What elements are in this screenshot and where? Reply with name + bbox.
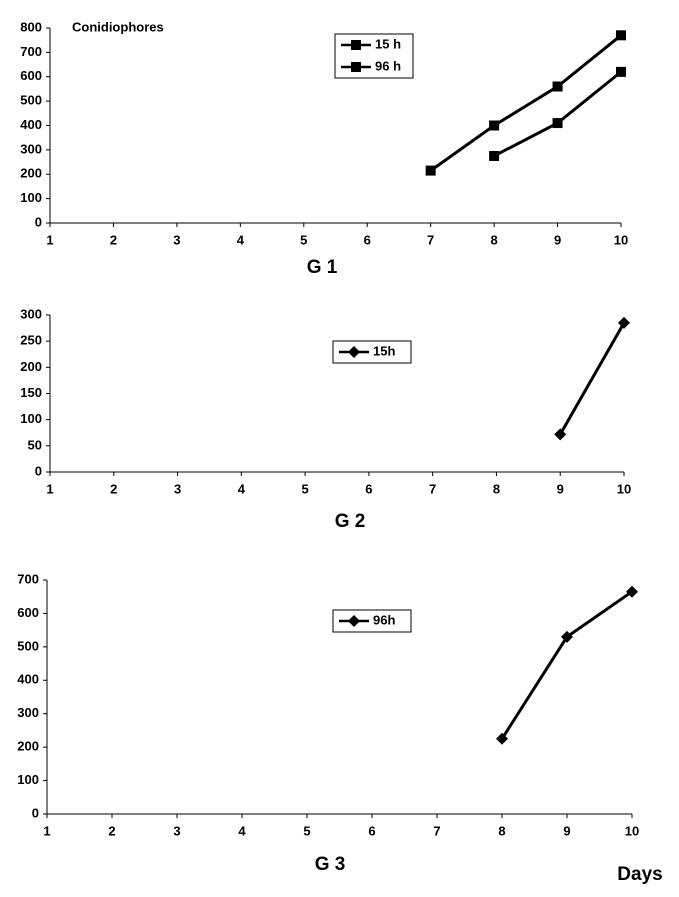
y-tick-label: 300	[20, 141, 42, 156]
marker	[618, 316, 630, 329]
marker	[348, 615, 360, 627]
x-axis-label: G 3	[315, 854, 346, 875]
x-tick-label: 3	[173, 823, 180, 838]
marker	[552, 81, 563, 92]
marker	[561, 630, 573, 643]
x-tick-label: 10	[617, 481, 631, 496]
x-tick-label: 6	[365, 481, 372, 496]
y-tick-label: 500	[20, 93, 42, 108]
y-tick-label: 200	[17, 739, 39, 754]
marker	[489, 120, 500, 131]
x-tick-label: 4	[238, 823, 246, 838]
y-tick-label: 600	[17, 605, 39, 620]
x-tick-label: 9	[563, 823, 570, 838]
y-tick-label: 200	[20, 166, 42, 181]
y-tick-label: 500	[17, 638, 39, 653]
x-tick-label: 9	[557, 481, 564, 496]
series-line	[500, 590, 633, 740]
x-tick-label: 8	[493, 481, 500, 496]
marker	[351, 40, 361, 50]
y-tick-label: 0	[35, 214, 42, 229]
y-tick-label: 700	[20, 44, 42, 59]
chart-title: Conidiophores	[72, 19, 164, 34]
legend-label: 96h	[373, 612, 395, 627]
marker	[626, 585, 638, 598]
x-axis-label: G 1	[307, 257, 338, 278]
y-tick-label: 800	[20, 19, 42, 34]
x-tick-label: 1	[46, 481, 53, 496]
marker	[616, 66, 626, 77]
marker	[425, 165, 436, 176]
x-tick-label: 8	[498, 823, 505, 838]
marker	[552, 118, 563, 129]
marker	[554, 428, 567, 441]
legend-label: 15 h	[375, 36, 401, 51]
y-tick-label: 700	[17, 571, 39, 586]
y-tick-label: 150	[20, 385, 42, 400]
marker	[496, 732, 508, 745]
x-tick-label: 4	[238, 481, 246, 496]
x-tick-label: 7	[427, 232, 434, 247]
legend-box	[332, 340, 412, 364]
legend-box	[334, 33, 414, 79]
x-tick-label: 1	[46, 232, 53, 247]
x-tick-label: 7	[433, 823, 440, 838]
y-tick-label: 300	[20, 306, 42, 321]
x-tick-label: 1	[43, 823, 50, 838]
x-tick-label: 3	[174, 481, 181, 496]
x-tick-label: 2	[110, 481, 117, 496]
y-tick-label: 200	[20, 359, 42, 374]
marker	[489, 150, 500, 161]
x-tick-label: 7	[429, 481, 436, 496]
marker	[616, 30, 626, 41]
x-tick-label: 5	[301, 481, 308, 496]
x-tick-label: 8	[490, 232, 497, 247]
x-tick-label: 2	[108, 823, 115, 838]
x-tick-label: 3	[173, 232, 180, 247]
y-tick-label: 0	[32, 805, 39, 820]
y-tick-label: 300	[17, 705, 39, 720]
legend-box	[332, 609, 412, 633]
marker	[348, 346, 360, 358]
y-tick-label: 400	[17, 672, 39, 687]
y-tick-label: 600	[20, 68, 42, 83]
x-axis-unit: Days	[617, 864, 662, 885]
y-tick-label: 50	[28, 437, 42, 452]
x-tick-label: 2	[110, 232, 117, 247]
marker	[351, 62, 361, 72]
y-tick-label: 250	[20, 333, 42, 348]
legend-label: 96 h	[375, 58, 401, 73]
x-tick-label: 9	[554, 232, 561, 247]
y-tick-label: 100	[17, 772, 39, 787]
y-tick-label: 100	[20, 190, 42, 205]
y-tick-label: 400	[20, 117, 42, 132]
x-tick-label: 10	[625, 823, 639, 838]
x-tick-label: 6	[368, 823, 375, 838]
y-tick-label: 0	[35, 463, 42, 478]
x-tick-label: 5	[300, 232, 307, 247]
series-line	[558, 322, 626, 436]
x-tick-label: 4	[237, 232, 245, 247]
legend-label: 15h	[373, 343, 395, 358]
x-tick-label: 6	[364, 232, 371, 247]
x-tick-label: 5	[303, 823, 310, 838]
series-line	[429, 34, 622, 172]
x-axis-label: G 2	[335, 511, 366, 532]
y-tick-label: 100	[20, 411, 42, 426]
x-tick-label: 10	[614, 232, 628, 247]
